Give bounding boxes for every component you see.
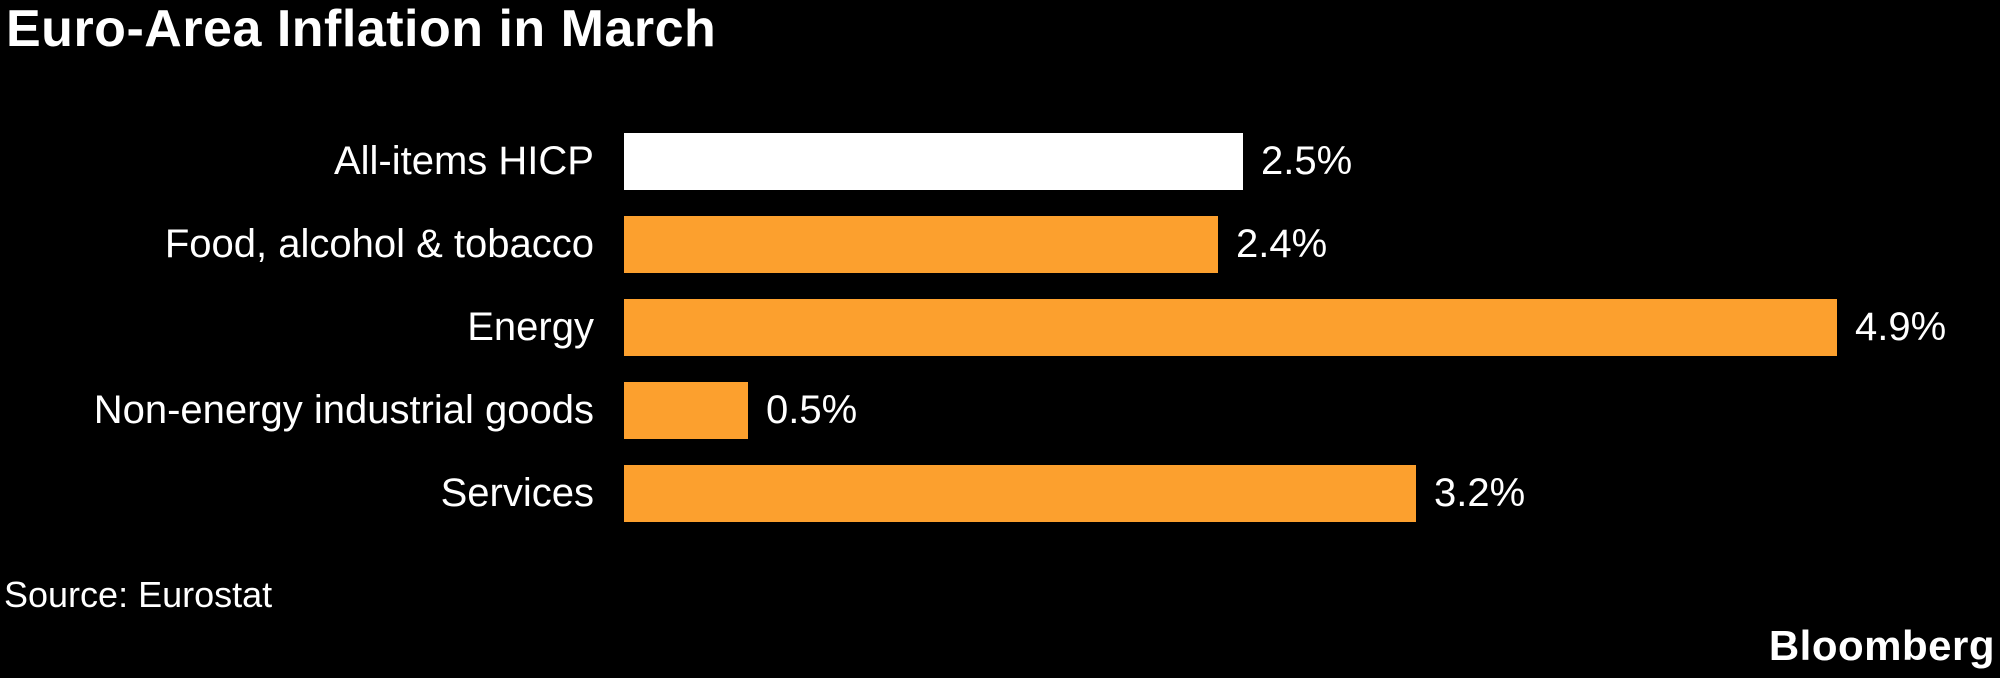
bar-plot-area: All-items HICP 2.5% Food, alcohol & tobacc… bbox=[0, 120, 2000, 535]
bar-row: Non-energy industrial goods 0.5% bbox=[0, 369, 2000, 452]
value-label: 0.5% bbox=[766, 388, 858, 432]
bar bbox=[624, 133, 1243, 190]
bar bbox=[624, 382, 748, 439]
bar bbox=[624, 299, 1837, 356]
bar bbox=[624, 465, 1416, 522]
value-label: 3.2% bbox=[1434, 471, 1526, 515]
category-label: Non-energy industrial goods bbox=[93, 388, 594, 432]
value-label: 2.4% bbox=[1236, 222, 1328, 266]
bloomberg-logo: Bloomberg bbox=[1768, 622, 1995, 669]
bar-row: Services 3.2% bbox=[0, 452, 2000, 535]
source-note: Source: Eurostat bbox=[4, 574, 273, 615]
category-label: Services bbox=[440, 471, 594, 515]
bar-row: All-items HICP 2.5% bbox=[0, 120, 2000, 203]
bar-row: Energy 4.9% bbox=[0, 286, 2000, 369]
bar-row: Food, alcohol & tobacco 2.4% bbox=[0, 203, 2000, 286]
value-label: 2.5% bbox=[1261, 139, 1353, 183]
bar bbox=[624, 216, 1218, 273]
category-label: Energy bbox=[467, 305, 594, 349]
value-label: 4.9% bbox=[1855, 305, 1947, 349]
category-label: Food, alcohol & tobacco bbox=[164, 222, 594, 266]
chart-title: Euro-Area Inflation in March bbox=[6, 0, 717, 58]
category-label: All-items HICP bbox=[333, 139, 594, 183]
